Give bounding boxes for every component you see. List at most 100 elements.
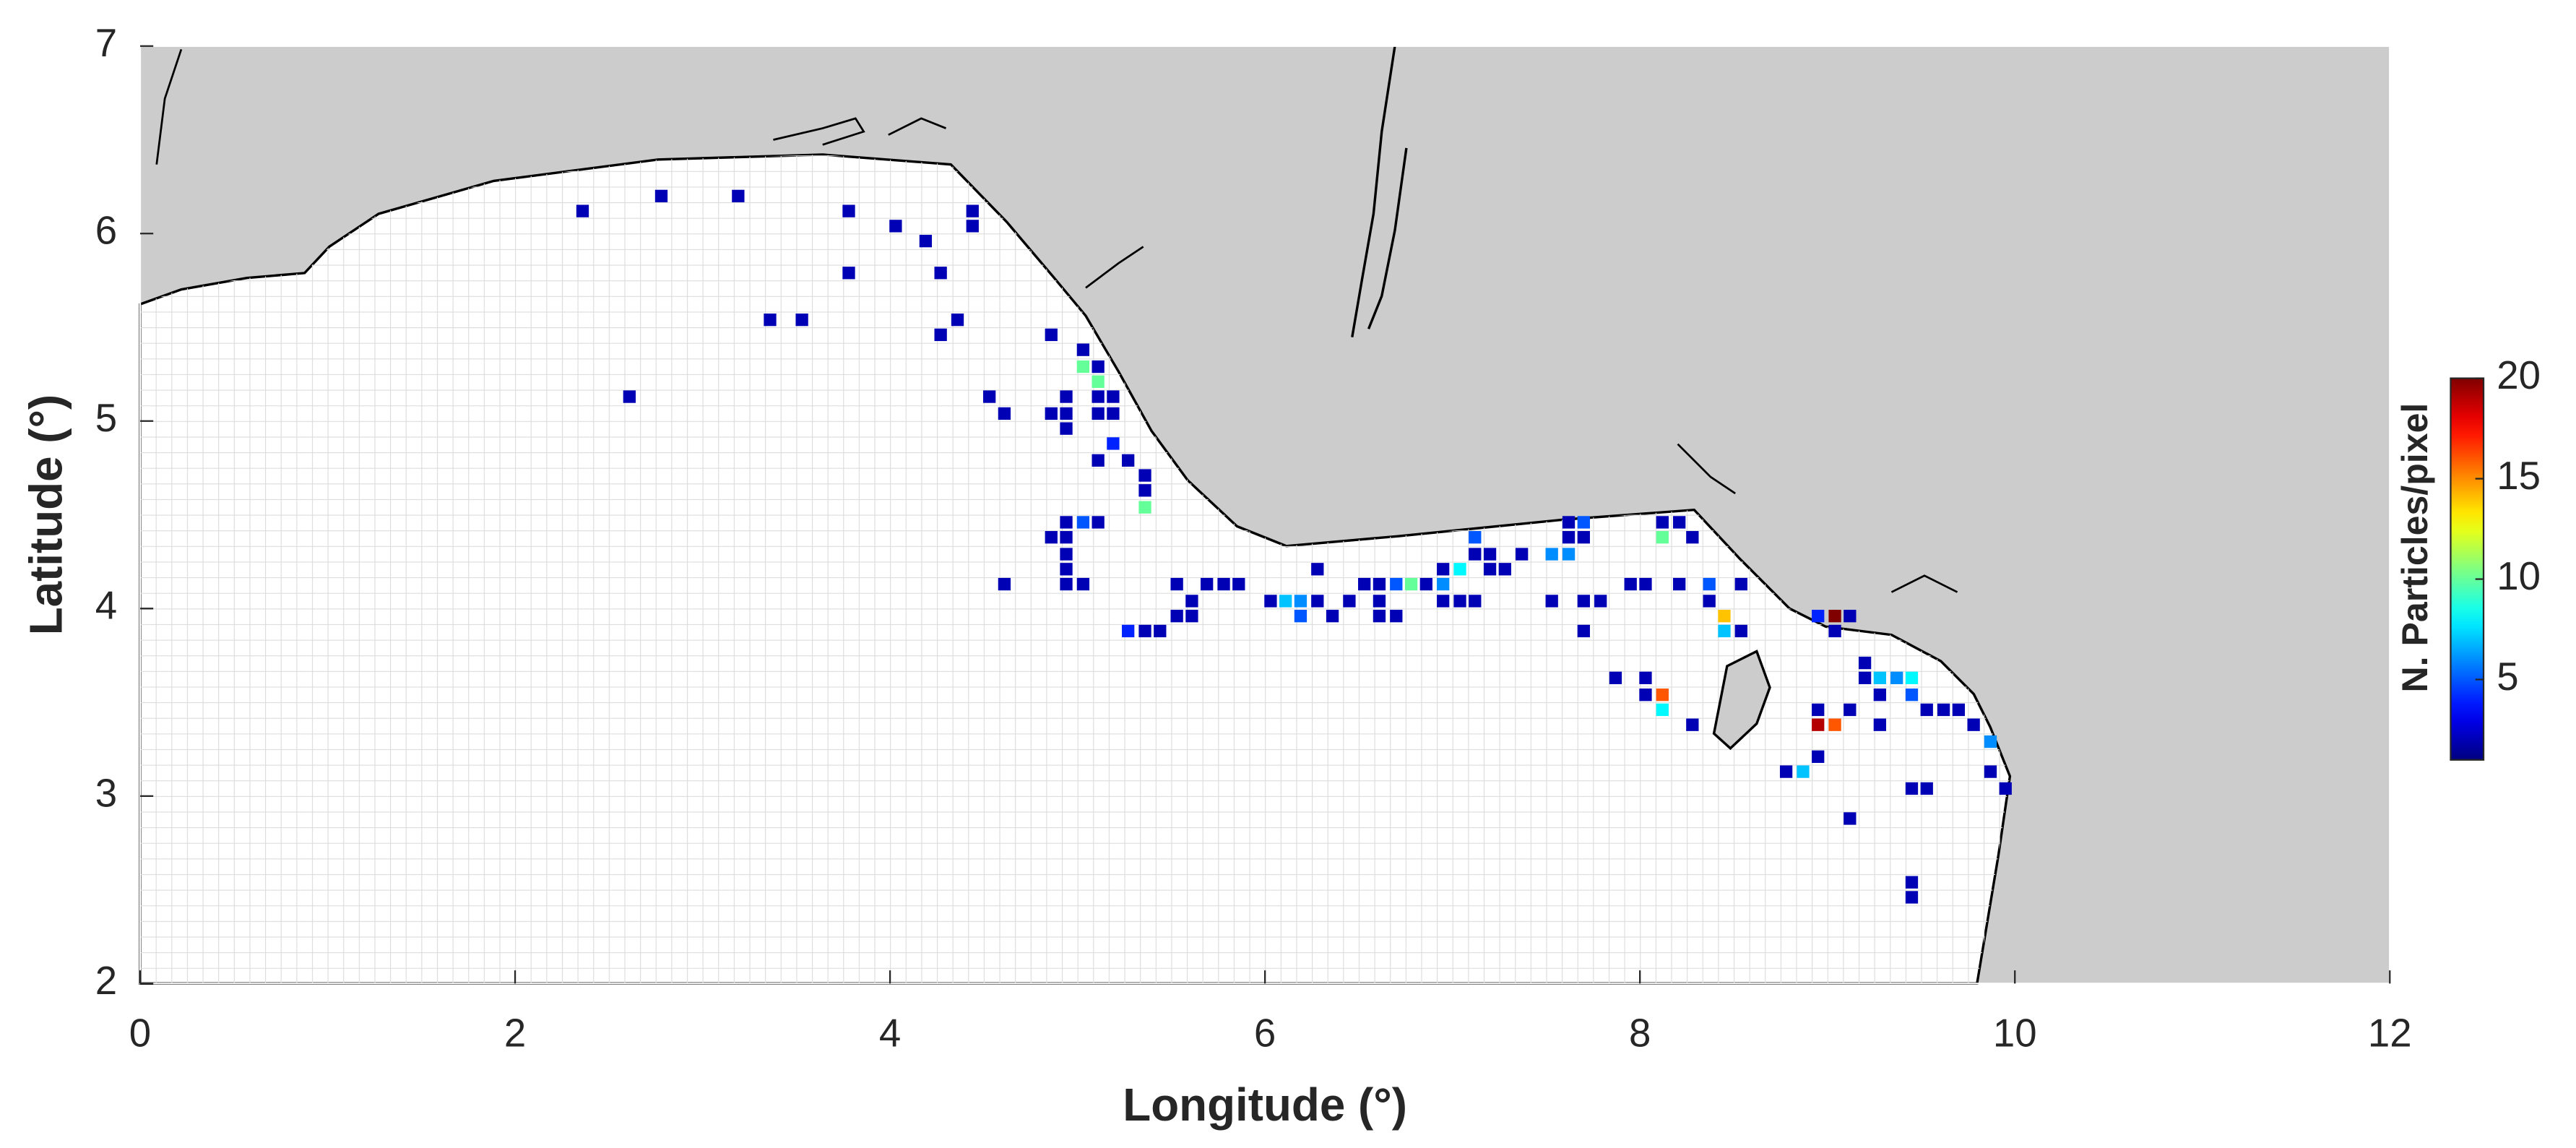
island xyxy=(1712,649,1771,751)
particle-pixel xyxy=(1984,735,1997,748)
particle-pixel xyxy=(1138,624,1151,638)
particle-pixel xyxy=(1170,610,1183,623)
particle-pixel xyxy=(732,189,745,203)
particle-pixel xyxy=(1437,577,1450,591)
particle-pixel xyxy=(1404,577,1418,591)
particle-pixel xyxy=(1060,422,1073,435)
particle-pixel xyxy=(1092,390,1105,403)
particle-pixel xyxy=(1639,671,1652,684)
coast-detail xyxy=(155,48,1958,593)
particle-pixel xyxy=(1577,516,1590,529)
particle-pixel xyxy=(1718,624,1731,638)
particle-pixel xyxy=(1264,595,1277,608)
particle-pixel xyxy=(1092,516,1105,529)
particle-pixel xyxy=(1092,360,1105,374)
particle-pixel xyxy=(1107,407,1120,420)
y-tick-label: 4 xyxy=(95,584,117,628)
river xyxy=(1351,46,1408,337)
particle-pixel xyxy=(1311,595,1324,608)
particle-pixel xyxy=(1483,563,1497,576)
ocean-mesh xyxy=(140,154,2010,984)
particle-pixel xyxy=(576,204,589,217)
x-tick-label: 12 xyxy=(2368,1011,2412,1056)
particle-pixel xyxy=(1122,624,1135,638)
particle-pixel xyxy=(966,220,979,233)
particle-pixel xyxy=(1999,782,2012,795)
particle-pixel xyxy=(1294,610,1308,623)
particle-pixel xyxy=(1469,531,1482,544)
particle-pixel xyxy=(842,267,855,280)
particle-pixel xyxy=(1673,577,1686,591)
particle-pixel xyxy=(1545,595,1558,608)
particle-pixel xyxy=(1107,390,1120,403)
particle-pixel xyxy=(1844,610,1857,623)
x-tick-label: 2 xyxy=(504,1011,526,1056)
particle-pixel xyxy=(1373,595,1386,608)
particle-pixel xyxy=(966,204,979,217)
particle-pixel xyxy=(998,407,1011,420)
particle-pixel xyxy=(1734,577,1747,591)
particle-pixel xyxy=(1545,548,1558,561)
particle-pixel xyxy=(1734,624,1747,638)
particle-pixel xyxy=(842,204,855,217)
colorbar-tick-label: 15 xyxy=(2497,454,2541,498)
y-tick-label: 7 xyxy=(95,21,117,65)
particle-pixel xyxy=(1686,531,1699,544)
particle-pixel xyxy=(1656,689,1669,702)
particle-pixel xyxy=(1844,703,1857,717)
particle-pixel xyxy=(1154,624,1167,638)
particle-pixel xyxy=(1577,624,1590,638)
y-axis-label: Latitude (°) xyxy=(20,394,72,636)
particle-pixel xyxy=(1419,577,1432,591)
particle-pixel xyxy=(982,390,996,403)
particle-pixel xyxy=(1373,577,1386,591)
particle-pixel xyxy=(1092,454,1105,467)
particle-pixel xyxy=(1812,703,1825,717)
particle-pixel xyxy=(1138,469,1151,482)
particle-pixel xyxy=(1060,531,1073,544)
colorbar-tick-label: 10 xyxy=(2497,554,2541,598)
y-tick-label: 6 xyxy=(95,209,117,253)
particle-pixel xyxy=(1060,548,1073,561)
x-axis-label: Longitude (°) xyxy=(1123,1079,1407,1131)
colorbar-label: N. Particles/pixel xyxy=(2395,403,2435,693)
particle-pixel xyxy=(1437,563,1450,576)
particle-pixel xyxy=(1905,891,1919,904)
particle-pixel xyxy=(1045,407,1058,420)
y-tick-label: 5 xyxy=(95,396,117,440)
particle-pixel xyxy=(1060,577,1073,591)
x-tick-label: 10 xyxy=(1993,1011,2037,1056)
particle-pixel xyxy=(1873,671,1887,684)
particle-pixel xyxy=(1673,516,1686,529)
particle-pixel xyxy=(1779,765,1793,778)
particle-pixel xyxy=(1797,765,1810,778)
colorbar xyxy=(2450,377,2485,761)
particle-pixel xyxy=(1060,407,1073,420)
particle-pixel xyxy=(1170,577,1183,591)
particle-pixel xyxy=(1937,703,1950,717)
particle-pixel xyxy=(1469,548,1482,561)
particle-pixel xyxy=(1562,548,1576,561)
particle-pixel xyxy=(1076,516,1090,529)
particle-pixel xyxy=(1060,563,1073,576)
particle-pixel xyxy=(1045,328,1058,342)
particle-pixel xyxy=(1844,812,1857,825)
particle-pixel xyxy=(1656,516,1669,529)
particle-pixel xyxy=(1107,437,1120,450)
particle-pixel xyxy=(1201,577,1214,591)
particle-pixel xyxy=(1076,343,1090,356)
particle-pixel xyxy=(1217,577,1230,591)
particle-pixel xyxy=(1562,516,1576,529)
particle-pixel xyxy=(1858,656,1872,670)
particle-pixel xyxy=(1905,876,1919,889)
particle-pixel xyxy=(1577,595,1590,608)
particle-pixel xyxy=(1905,689,1919,702)
particle-pixel xyxy=(1232,577,1245,591)
particle-pixel xyxy=(1577,531,1590,544)
particle-pixel xyxy=(1138,484,1151,497)
particle-pixel xyxy=(1483,548,1497,561)
x-tick-label: 8 xyxy=(1629,1011,1651,1056)
particle-pixel xyxy=(1498,563,1511,576)
particle-pixel xyxy=(1185,595,1198,608)
particle-pixel xyxy=(889,220,902,233)
